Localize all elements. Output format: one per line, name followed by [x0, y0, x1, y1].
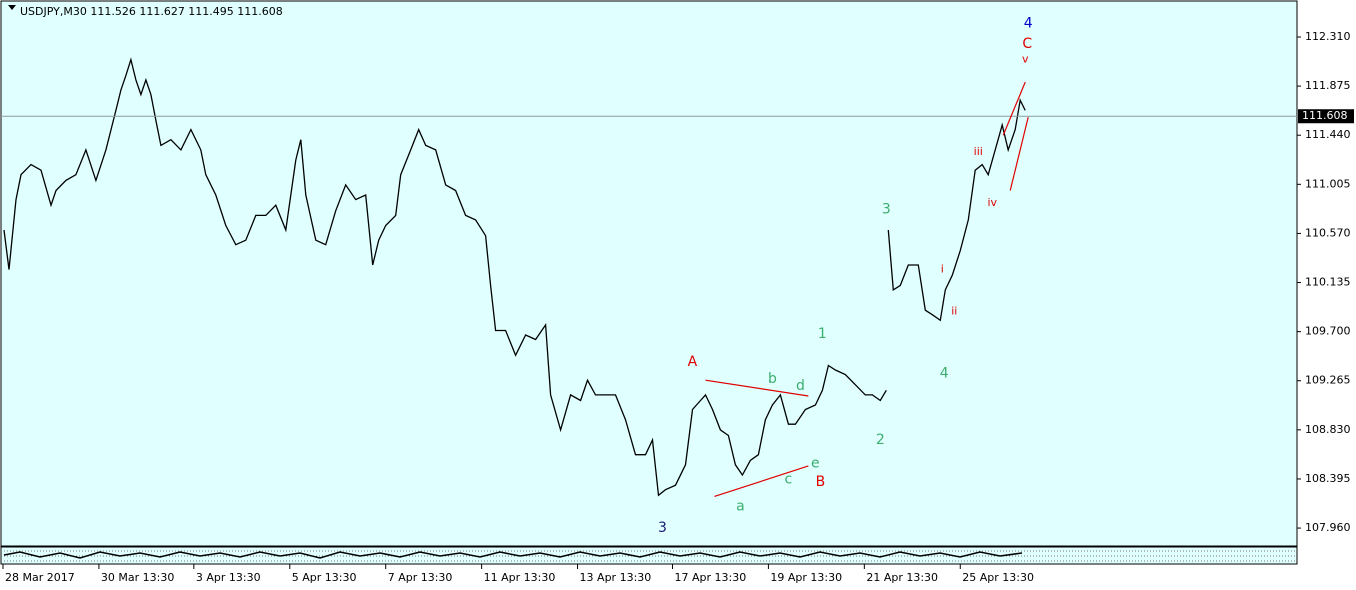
x-tick-label: 17 Apr 13:30 — [674, 571, 746, 584]
y-tick-label: 110.135 — [1305, 276, 1351, 289]
wave-label: 3 — [658, 520, 667, 536]
x-tick-label: 25 Apr 13:30 — [962, 571, 1034, 584]
chart-title: USDJPY,M30 111.526 111.627 111.495 111.6… — [20, 5, 283, 18]
y-tick-label: 107.960 — [1305, 521, 1351, 534]
x-tick-label: 13 Apr 13:30 — [580, 571, 652, 584]
y-tick-label: 109.700 — [1305, 325, 1351, 338]
x-tick-label: 30 Mar 13:30 — [101, 571, 174, 584]
wave-label: v — [1022, 53, 1029, 66]
wave-label: 1 — [818, 326, 827, 342]
x-tick-label: 5 Apr 13:30 — [292, 571, 357, 584]
y-tick-label: 111.440 — [1305, 128, 1351, 141]
wave-label: d — [796, 378, 805, 394]
y-tick-label: 111.005 — [1305, 177, 1351, 190]
trendline — [1009, 117, 1029, 191]
current-price-label: 111.608 — [1302, 109, 1348, 122]
x-tick-label: 28 Mar 2017 — [5, 571, 75, 584]
wave-label: iv — [987, 196, 997, 209]
trendline — [705, 379, 809, 397]
wave-label: 4 — [1024, 15, 1033, 31]
y-tick-label: 108.395 — [1305, 472, 1351, 485]
x-tick-label: 7 Apr 13:30 — [388, 571, 453, 584]
wave-label: a — [736, 499, 745, 515]
y-tick-label: 112.310 — [1305, 30, 1351, 43]
wave-label: C — [1022, 36, 1032, 52]
current-price-box — [1298, 109, 1354, 124]
wave-label: iii — [974, 145, 983, 158]
wave-label: 4 — [940, 365, 949, 381]
x-tick-label: 21 Apr 13:30 — [866, 571, 938, 584]
indicator-line — [3, 551, 1023, 559]
y-tick-label: 109.265 — [1305, 374, 1351, 387]
wave-label: e — [811, 456, 820, 472]
wave-label: ii — [951, 304, 957, 317]
menu-arrow — [8, 5, 16, 10]
y-tick-label: 108.830 — [1305, 423, 1351, 436]
trendline — [714, 465, 809, 498]
x-tick-label: 3 Apr 13:30 — [196, 571, 261, 584]
wave-label: c — [785, 472, 793, 488]
wave-label: A — [688, 354, 698, 370]
plot-area — [0, 0, 1298, 547]
y-tick-label: 110.570 — [1305, 226, 1351, 239]
x-tick-label: 11 Apr 13:30 — [484, 571, 556, 584]
wave-label: B — [816, 474, 826, 490]
wave-label: 3 — [882, 202, 891, 218]
x-tick-label: 19 Apr 13:30 — [770, 571, 842, 584]
wave-label: 2 — [876, 432, 885, 448]
price-line — [3, 57, 1026, 497]
trendline — [1002, 81, 1026, 136]
y-tick-label: 111.875 — [1305, 79, 1351, 92]
wave-label: b — [768, 371, 777, 387]
wave-label: i — [941, 263, 944, 276]
